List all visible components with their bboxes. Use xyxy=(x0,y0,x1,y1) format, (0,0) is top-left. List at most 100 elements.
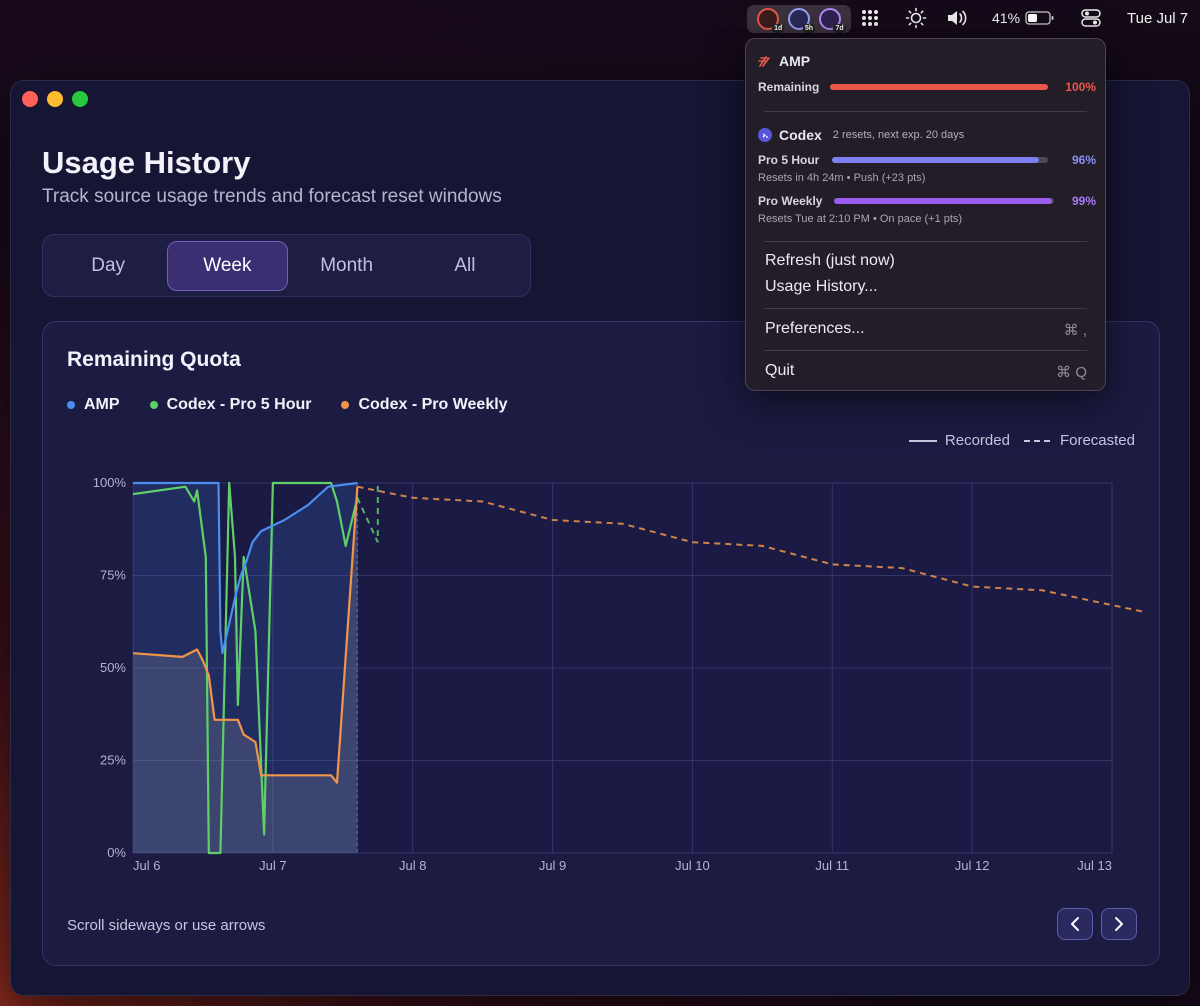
codex-weekly-tray-icon: 7d xyxy=(818,8,846,33)
recorded-label: Recorded xyxy=(944,432,1010,449)
y-tick-label: 0% xyxy=(107,845,126,860)
chevron-right-icon xyxy=(1115,917,1123,931)
codex-weekly-bar xyxy=(834,198,1054,204)
x-tick-label: Jul 7 xyxy=(259,858,286,873)
remaining-quota-chart[interactable]: 0% 25% 50% 75% 100% Jul 6 Jul 7 Jul 8 Jul 9 Jul 1… xyxy=(43,322,1161,902)
x-tick-label: Jul 8 xyxy=(399,858,426,873)
zoom-button[interactable] xyxy=(72,91,88,107)
series-forecast-line xyxy=(357,485,1148,614)
x-tick-label: Jul 10 xyxy=(675,858,710,873)
menubar-clock[interactable]: Tue Jul 7 xyxy=(1127,9,1189,27)
tab-day[interactable]: Day xyxy=(91,254,126,276)
legend-recorded: Recorded xyxy=(908,432,1010,449)
quit-shortcut: ⌘ Q xyxy=(1056,364,1087,381)
tab-month[interactable]: Month xyxy=(320,254,374,276)
legend-label: Codex - Pro 5 Hour xyxy=(166,396,312,413)
legend-label: Codex - Pro Weekly xyxy=(358,396,508,413)
codex-weekly-pct: 99% xyxy=(1071,194,1096,208)
divider xyxy=(764,308,1087,309)
control-center-icon[interactable] xyxy=(1081,0,1101,36)
series-line xyxy=(133,481,358,655)
codex-logo-icon xyxy=(758,128,772,142)
amp-remaining-bar xyxy=(830,84,1048,90)
card-title: Remaining Quota xyxy=(67,348,241,371)
minimize-button[interactable] xyxy=(47,91,63,107)
series-legend: AMP Codex - Pro 5 Hour Codex - Pro Weekl… xyxy=(67,396,508,414)
grid-dots-icon[interactable] xyxy=(860,0,880,36)
menu-bar: 1d 5h 7d 41% xyxy=(0,0,1200,36)
codex-5h-label: Pro 5 Hour xyxy=(758,153,820,167)
tab-all[interactable]: All xyxy=(454,254,476,276)
battery-icon[interactable] xyxy=(1025,0,1055,36)
codex-weekly-reset-info: Resets Tue at 2:10 PM • On pace (+1 pts) xyxy=(758,213,963,225)
legend-dot xyxy=(149,401,158,409)
next-range-button[interactable] xyxy=(1101,908,1137,940)
y-tick-label: 50% xyxy=(100,660,126,675)
x-tick-label: Jul 6 xyxy=(133,858,160,873)
prev-range-button[interactable] xyxy=(1057,908,1093,940)
page-title: Usage History xyxy=(42,145,251,180)
menu-item-refresh[interactable]: Refresh (just now) xyxy=(765,252,895,269)
amp-tray-icon: 1d xyxy=(757,8,785,33)
x-tick-label: Jul 12 xyxy=(955,858,990,873)
amp-remaining-row: Remaining 100% xyxy=(758,79,1096,95)
series-line xyxy=(132,486,359,784)
menu-item-quit[interactable]: Quit xyxy=(765,362,795,379)
battery-percent: 41% xyxy=(992,10,1021,26)
preferences-shortcut: ⌘ , xyxy=(1063,322,1087,339)
amp-logo-icon xyxy=(758,56,770,67)
codex-5h-reset-info: Resets in 4h 24m • Push (+23 pts) xyxy=(758,172,926,184)
codex-reset-note: 2 resets, next exp. 20 days xyxy=(832,129,965,141)
menu-item-usage-history[interactable]: Usage History... xyxy=(765,278,878,295)
codex-5h-pct: 96% xyxy=(1071,153,1096,167)
chevron-left-icon xyxy=(1071,917,1079,931)
remaining-quota-card: Remaining Quota AMP Codex - Pro 5 Hour C… xyxy=(42,321,1160,966)
line-style-legend: Recorded Forecasted xyxy=(908,432,1135,449)
amp-provider-header: AMP xyxy=(758,53,810,69)
series-forecast-line xyxy=(356,483,379,543)
legend-item-amp: AMP xyxy=(67,396,120,414)
codex-weekly-bar-fill xyxy=(834,198,1052,204)
volume-icon[interactable] xyxy=(946,0,972,36)
usage-history-window: Usage History Track source usage trends … xyxy=(10,80,1190,996)
divider xyxy=(764,350,1087,351)
legend-dot xyxy=(67,401,75,409)
x-tick-label: Jul 13 xyxy=(1077,858,1112,873)
page-subtitle: Track source usage trends and forecast r… xyxy=(42,186,502,207)
y-tick-label: 100% xyxy=(93,475,127,490)
codex-provider-header: Codex 2 resets, next exp. 20 days xyxy=(758,127,964,143)
legend-label: AMP xyxy=(84,396,120,413)
codex-5h-bar xyxy=(832,157,1048,163)
x-tick-label: Jul 11 xyxy=(815,858,849,873)
y-tick-label: 25% xyxy=(100,753,126,768)
brightness-icon[interactable] xyxy=(905,0,927,36)
tab-week[interactable]: Week xyxy=(167,240,288,291)
divider xyxy=(764,111,1087,112)
y-tick-label: 75% xyxy=(100,568,126,583)
amp-name: AMP xyxy=(779,53,811,69)
amp-remaining-bar-fill xyxy=(830,84,1048,90)
codex-weekly-label: Pro Weekly xyxy=(758,194,823,208)
amp-remaining-pct: 100% xyxy=(1065,80,1096,94)
range-segmented-control: Day Week Month All xyxy=(42,234,531,297)
series-area xyxy=(133,486,358,853)
x-tick-label: Jul 9 xyxy=(539,858,566,873)
menu-item-preferences[interactable]: Preferences... xyxy=(765,320,865,337)
codex-name: Codex xyxy=(779,127,822,143)
window-controls xyxy=(22,91,88,107)
forecasted-label: Forecasted xyxy=(1059,432,1135,449)
codex-5h-bar-fill xyxy=(832,157,1040,163)
amp-remaining-label: Remaining xyxy=(758,80,820,94)
series-area xyxy=(133,483,358,853)
tray-status-item[interactable]: 1d 5h 7d xyxy=(747,5,851,33)
legend-forecasted: Forecasted xyxy=(1023,432,1135,449)
legend-item-codex-5h: Codex - Pro 5 Hour xyxy=(149,396,312,414)
close-button[interactable] xyxy=(22,91,38,107)
divider xyxy=(764,241,1087,242)
legend-item-codex-weekly: Codex - Pro Weekly xyxy=(341,396,508,414)
scroll-hint: Scroll sideways or use arrows xyxy=(67,917,266,934)
codex-5h-tray-icon: 5h xyxy=(787,8,815,33)
codex-5h-row: Pro 5 Hour 96% xyxy=(758,152,1096,168)
status-menu-dropdown: AMP Remaining 100% Codex 2 resets, next … xyxy=(745,38,1106,391)
codex-weekly-row: Pro Weekly 99% xyxy=(758,193,1096,209)
